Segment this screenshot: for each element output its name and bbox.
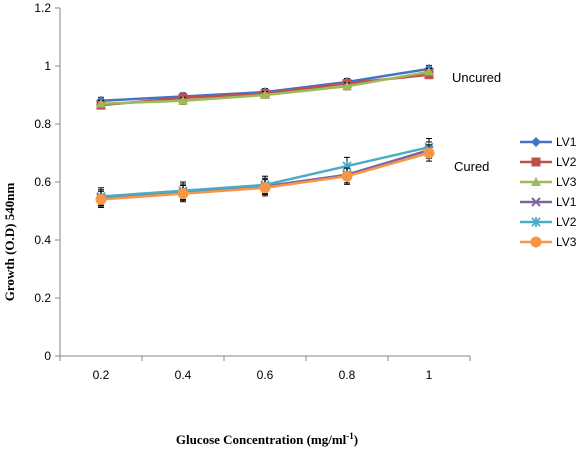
y-axis-title: Growth (O.D) 540nm [2,183,17,302]
data-point [341,170,353,182]
legend-item: LV1 [520,135,577,149]
x-tick-label: 0.6 [257,368,274,382]
y-tick-label: 1 [44,59,51,73]
annotation-cured: Cured [454,159,489,174]
legend-label: LV3 [556,235,577,249]
legend-label: LV2 [556,155,577,169]
legend-item: LV2 [520,155,577,169]
series-cured-lv3 [95,144,435,209]
x-tick-label: 0.2 [93,368,110,382]
legend-marker [530,236,542,248]
legend-label: LV1 [556,195,577,209]
x-tick-label: 1 [426,368,433,382]
legend-item: LV3 [520,235,577,249]
legend: LV1 LV2 LV3 LV1 LV2 LV3 [520,135,577,249]
data-point [259,182,271,194]
legend-marker [531,157,541,167]
data-point [177,188,189,200]
data-point [342,81,352,91]
legend-marker [531,217,541,227]
y-tick-label: 1.2 [34,1,51,15]
legend-marker [531,197,541,207]
legend-marker [531,177,541,186]
legend-item: LV1 [520,195,577,209]
legend-marker [531,137,541,147]
legend-item: LV3 [520,175,577,189]
data-point [424,66,434,76]
y-tick-label: 0.2 [34,291,51,305]
y-tick-label: 0.6 [34,175,51,189]
series-uncured-lv1 [96,63,434,106]
legend-label: LV3 [556,175,577,189]
legend-label: LV1 [556,135,577,149]
series-layer [95,63,435,209]
annotation-uncured: Uncured [452,70,501,85]
data-point [178,95,188,105]
legend-label: LV2 [556,215,577,229]
x-axis: 0.2 0.4 0.6 0.8 1 [59,356,471,382]
legend-item: LV2 [520,215,577,229]
x-axis-title: Glucose Concentration (mg/ml-1) [176,431,358,447]
data-point [96,98,106,108]
data-point [423,147,435,159]
data-point [95,193,107,205]
y-tick-label: 0.8 [34,117,51,131]
series-uncured-lv3 [96,66,434,108]
y-axis: 0 0.2 0.4 0.6 0.8 1 1.2 [34,1,60,363]
x-tick-label: 0.4 [175,368,192,382]
y-tick-label: 0 [44,349,51,363]
x-tick-label: 0.8 [339,368,356,382]
data-point [260,90,270,99]
y-tick-label: 0.4 [34,233,51,247]
